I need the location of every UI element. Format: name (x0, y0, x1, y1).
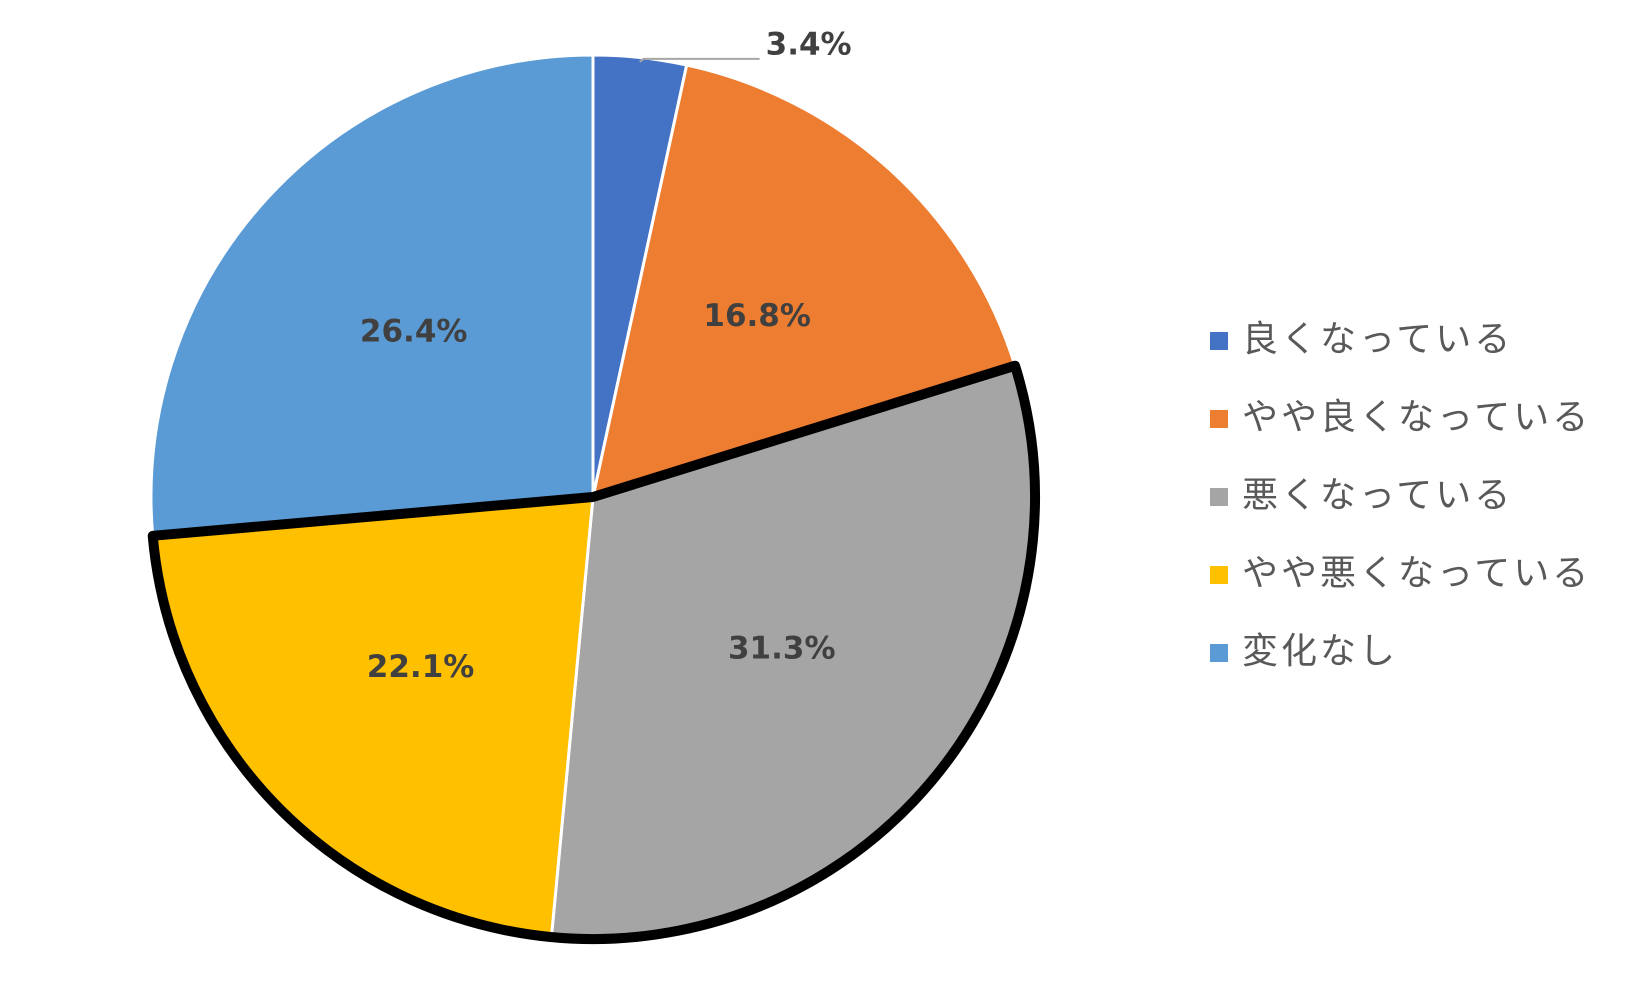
pie-slice (590, 63, 1017, 500)
legend-swatch (1210, 644, 1228, 662)
pie-slice (151, 495, 595, 939)
highlight-outline (147, 360, 1040, 944)
legend-swatch (1210, 488, 1228, 506)
legend-label: 変化なし (1242, 631, 1398, 672)
data-label: 22.1% (367, 649, 475, 685)
legend-label: 良くなっている (1242, 319, 1513, 360)
pie-slice (149, 53, 595, 538)
data-label: 31.3% (728, 631, 836, 667)
data-label: 3.4% (766, 26, 852, 62)
legend-swatch (1210, 332, 1228, 350)
legend-swatch (1210, 566, 1228, 584)
data-label: 16.8% (703, 298, 811, 334)
legend-label: 悪くなっている (1242, 475, 1513, 516)
legend-label: やや悪くなっている (1242, 553, 1591, 594)
leader-line (639, 57, 760, 63)
legend-swatch (1210, 410, 1228, 428)
data-label: 26.4% (360, 313, 468, 349)
legend-label: やや良くなっている (1242, 397, 1591, 438)
